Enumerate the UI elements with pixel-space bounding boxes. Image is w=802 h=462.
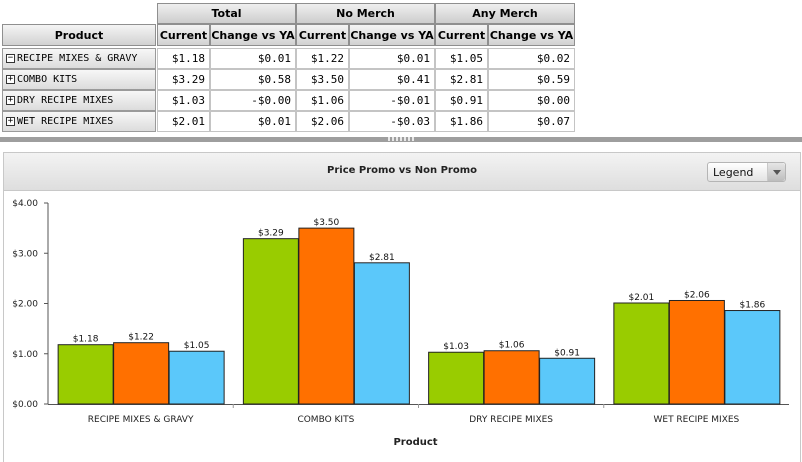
row-header-dry-recipe-mixes[interactable]: + DRY RECIPE MIXES [2, 90, 156, 111]
table-cell: $0.07 [488, 111, 575, 132]
legend-dropdown-label: Legend [713, 166, 754, 179]
chart-bar [613, 302, 670, 405]
chart-bar [168, 350, 225, 405]
chart-title: Price Promo vs Non Promo [327, 165, 477, 176]
y-tick-label: $0.00 [12, 400, 38, 410]
column-header-total-change[interactable]: Change vs YA [210, 24, 296, 46]
column-header-total-current[interactable]: Current [157, 24, 210, 46]
bar-data-label: $1.06 [499, 341, 525, 351]
bar-data-label: $1.22 [128, 333, 154, 343]
row-header-recipe-mixes-gravy[interactable]: − RECIPE MIXES & GRAVY [2, 48, 156, 69]
bar-data-label: $1.05 [184, 341, 210, 351]
x-tick-label: WET RECIPE MIXES [653, 415, 739, 425]
expand-icon[interactable]: + [6, 95, 15, 105]
legend-dropdown[interactable]: Legend [707, 162, 786, 182]
row-header-wet-recipe-mixes[interactable]: + WET RECIPE MIXES [2, 111, 156, 132]
collapse-icon[interactable]: − [6, 53, 15, 63]
table-cell: $0.58 [210, 69, 296, 90]
table-cell: $2.06 [296, 111, 349, 132]
table-cell: $0.01 [210, 48, 296, 69]
table-cell: $0.91 [435, 90, 488, 111]
table-cell: -$0.01 [349, 90, 435, 111]
column-header-no-merch-current[interactable]: Current [296, 24, 349, 46]
row-header-combo-kits[interactable]: + COMBO KITS [2, 69, 156, 90]
bar-data-label: $1.86 [739, 301, 765, 311]
column-header-no-merch-change[interactable]: Change vs YA [349, 24, 435, 46]
bar-data-label: $1.18 [73, 335, 99, 345]
bar-data-label: $3.50 [313, 218, 339, 228]
table-cell: $1.22 [296, 48, 349, 69]
chart-bar [428, 351, 485, 405]
table-cell: $0.01 [210, 111, 296, 132]
table-cell: -$0.03 [349, 111, 435, 132]
table-cell: $1.86 [435, 111, 488, 132]
row-label: COMBO KITS [17, 74, 78, 85]
column-header-any-merch-change[interactable]: Change vs YA [488, 24, 575, 46]
table-cell: $3.29 [157, 69, 210, 90]
bar-data-label: $3.29 [258, 229, 284, 239]
row-label: DRY RECIPE MIXES [17, 95, 114, 106]
table-cell: $1.05 [435, 48, 488, 69]
column-group-total[interactable]: Total [157, 3, 296, 24]
x-tick-label: DRY RECIPE MIXES [469, 415, 553, 425]
row-label: RECIPE MIXES & GRAVY [17, 53, 138, 64]
chart-bar [668, 299, 725, 405]
y-tick-label: $3.00 [12, 249, 38, 259]
row-label: WET RECIPE MIXES [17, 116, 114, 127]
chart-bar [57, 344, 114, 405]
expand-icon[interactable]: + [6, 74, 15, 84]
table-cell: $0.59 [488, 69, 575, 90]
bar-data-label: $2.01 [628, 293, 654, 303]
column-group-no-merch[interactable]: No Merch [296, 3, 435, 24]
column-header-any-merch-current[interactable]: Current [435, 24, 488, 46]
table-cell: $1.18 [157, 48, 210, 69]
pivot-table: Product Total No Merch Any Merch Current… [0, 0, 802, 137]
panel-splitter[interactable] [0, 137, 802, 142]
x-tick-label: RECIPE MIXES & GRAVY [88, 415, 194, 425]
x-axis-title: Product [393, 437, 437, 448]
chart-bar [113, 342, 170, 405]
table-cell: $0.02 [488, 48, 575, 69]
bar-data-label: $0.91 [554, 348, 580, 358]
chart-header: Price Promo vs Non Promo Legend [4, 153, 800, 191]
chart-bar [724, 310, 781, 405]
table-cell: $0.00 [488, 90, 575, 111]
table-cell: $1.03 [157, 90, 210, 111]
bar-chart: $0.00 $1.00 $2.00 $3.00 $4.00 $1.18 $1.22 $1.05… [12, 199, 789, 448]
table-cell: $1.06 [296, 90, 349, 111]
bar-data-label: $2.06 [684, 290, 710, 300]
table-cell: -$0.00 [210, 90, 296, 111]
y-tick-label: $2.00 [12, 300, 38, 310]
x-tick-label: COMBO KITS [297, 415, 354, 425]
chart-bar [483, 350, 540, 405]
row-header-product[interactable]: Product [2, 24, 156, 46]
y-tick-label: $1.00 [12, 350, 38, 360]
column-group-any-merch[interactable]: Any Merch [435, 3, 575, 24]
expand-icon[interactable]: + [6, 116, 15, 126]
chart-bar [353, 262, 410, 405]
y-tick-label: $4.00 [12, 199, 38, 209]
table-cell: $0.41 [349, 69, 435, 90]
chart-bar [539, 357, 596, 405]
table-cell: $2.81 [435, 69, 488, 90]
table-cell: $3.50 [296, 69, 349, 90]
chart-bar [298, 227, 355, 405]
bar-data-label: $2.81 [369, 253, 395, 263]
bar-data-label: $1.03 [443, 342, 469, 352]
chevron-down-icon[interactable] [767, 163, 785, 181]
splitter-grip-icon[interactable] [388, 137, 414, 141]
chart-bar [242, 238, 299, 405]
table-cell: $0.01 [349, 48, 435, 69]
table-cell: $2.01 [157, 111, 210, 132]
